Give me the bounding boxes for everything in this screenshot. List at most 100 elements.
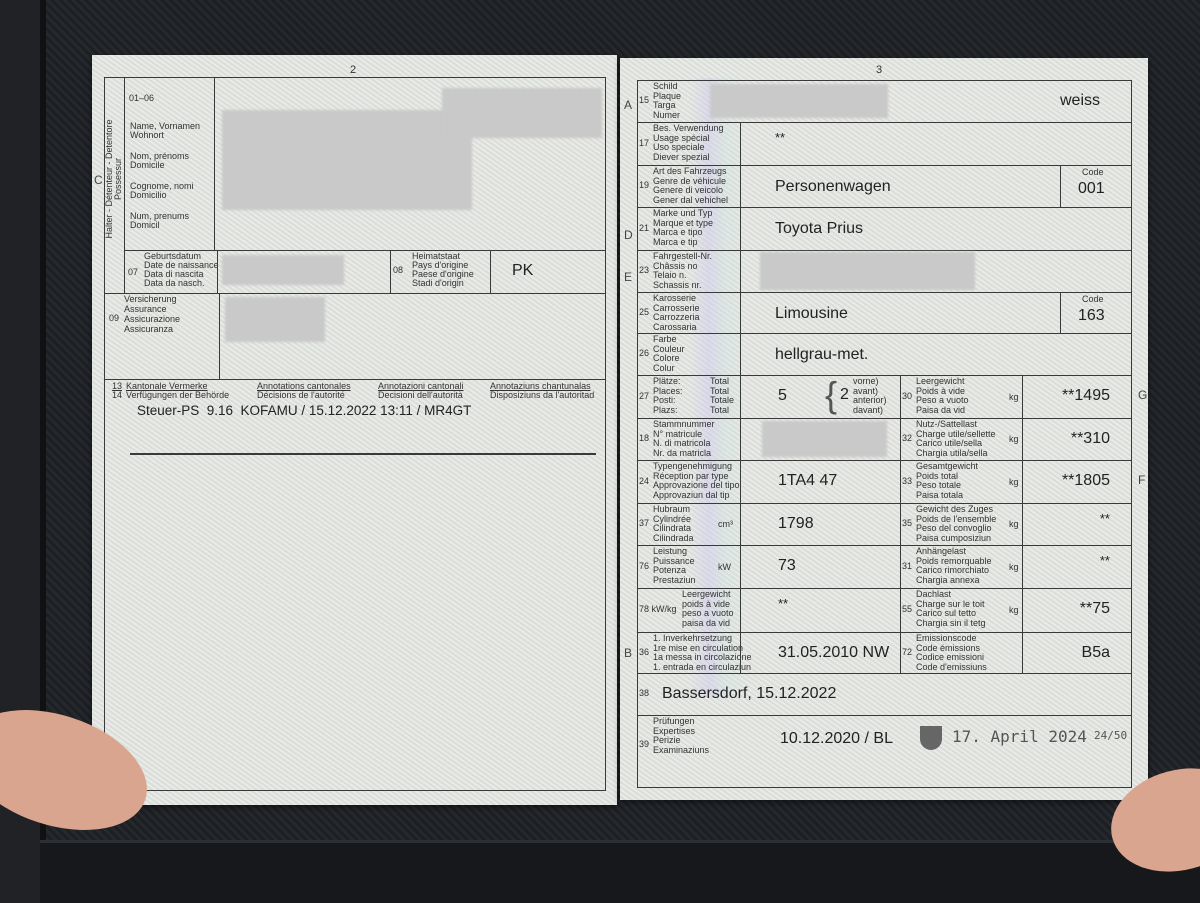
unit: kg [1009,519,1019,529]
divider [900,503,901,545]
24-value: 1TA4 47 [778,472,838,489]
label: Annotazioni cantonali [378,381,464,391]
field-label: Telaio n. [653,270,687,280]
76-value: 73 [778,557,796,574]
field-number: 36 [639,646,650,657]
field-label: vorne) [853,376,879,386]
field-label: Marca e tip [653,236,698,247]
divider [1022,375,1023,418]
side-letter-E: E [624,270,633,284]
field-number: 15 [639,95,650,105]
field-label: Prüfungen [653,716,695,726]
field-label: Schassis nr. [653,279,702,290]
25-value: Limousine [775,305,848,322]
label: Data da nasch. [144,278,205,288]
code-value: 163 [1078,307,1105,324]
field-label: Leistung [653,546,688,556]
label: Paese d'origine [412,269,474,279]
field-label: Hubraum [653,504,691,514]
field-number: 01–06 [129,93,155,103]
field-number: 23 [639,265,650,275]
divider [1022,418,1023,460]
field-label: Carico rimorchiato [916,565,990,575]
32-value: **310 [1070,430,1110,447]
field-label: Chargia sin il tetg [916,617,986,628]
field-label: 1. Inverkehrsetzung [653,633,733,643]
field-label: Cylindrée [653,513,692,524]
section-letter: C [94,173,103,187]
divider [740,122,741,165]
field-number: 72 [902,646,913,657]
field-number: 26 [639,348,650,358]
field-label: Usage spécial [653,132,710,143]
redacted-plate-number [710,84,888,118]
field-label: 1a messa in circolazione [653,652,752,662]
label: Verfügungen der Behörde [126,390,230,400]
field-label: anterior) [853,395,887,405]
unit: kg [1009,391,1019,402]
field-label: Farbe [653,334,677,344]
divider [1060,165,1061,207]
field-label: Gener dal vehichel [653,194,729,205]
divider [637,418,1132,419]
label: Assurance [124,304,167,314]
field-number: 78 kW/kg [639,604,677,614]
field-number: 17 [639,137,650,148]
divider [740,250,741,292]
field-label: Carrozzeria [653,312,700,322]
field-label: Poids total [916,470,959,481]
inspection-value: 10.12.2020 / BL [780,730,893,747]
divider [740,632,741,673]
field-label: Marke und Typ [653,208,713,218]
label: Decisioni dell'autorità [378,390,463,400]
divider [740,418,741,460]
field-number: 08 [393,265,404,275]
field-label: Poids de l'ensemble [916,513,997,524]
17-value: ** [775,130,786,145]
field-label: davant) [853,404,884,415]
unit: kW [718,561,731,572]
field-label: Stammnummer [653,419,715,429]
21-value: Toyota Prius [775,220,864,237]
field-number: 18 [639,433,650,443]
divider [1022,588,1023,632]
divider [637,503,1132,504]
field-label: 1re mise en circulation [653,642,744,653]
field-label: Paisa cumposiziun [916,532,992,543]
field-label: Emissionscode [916,633,977,643]
field-number: 21 [639,222,650,233]
side-letter-D: D [624,228,633,242]
field-label: Total [710,385,730,396]
brace: { [825,374,838,415]
document-holder-edge [40,840,1200,903]
field-label: Poids à vide [916,385,966,396]
field-label: Peso totale [916,480,962,490]
label: Pays d'origine [412,260,469,270]
field-label: Charge sur le toit [916,598,985,609]
label: Annotaziuns chantunalas [490,381,591,391]
field-label: paisa da vid [682,617,731,628]
field-label: Châssis no [653,260,698,271]
label: Domicil [130,220,160,230]
inspection-stamp-date: 17. April 2024 [952,727,1087,746]
78-value: ** [778,596,789,611]
field-label: Colur [653,362,675,373]
field-label: Plazs: [653,404,678,415]
field-label: Charge utile/sellette [916,428,996,439]
front-seats-value: 2 [840,386,849,403]
left-page: 2 C Halter - Détenteur - Detentore Posse… [92,55,617,805]
field-number: 25 [639,306,650,317]
unit: kg [1009,434,1019,444]
field-label: Examinaziuns [653,744,710,755]
35-value: ** [1099,511,1110,526]
field-label: Karosserie [653,293,697,303]
field-label: N° matricule [653,428,703,439]
divider [1022,503,1023,545]
divider [637,375,1132,376]
field-label: Potenza [653,565,687,575]
redacted-holder-name [222,110,472,210]
field-label: Approvazione del tipo [653,480,740,490]
field-label: Nr. da matricla [653,447,712,458]
label: Versicherung [124,294,177,304]
unit: cm³ [718,519,733,529]
